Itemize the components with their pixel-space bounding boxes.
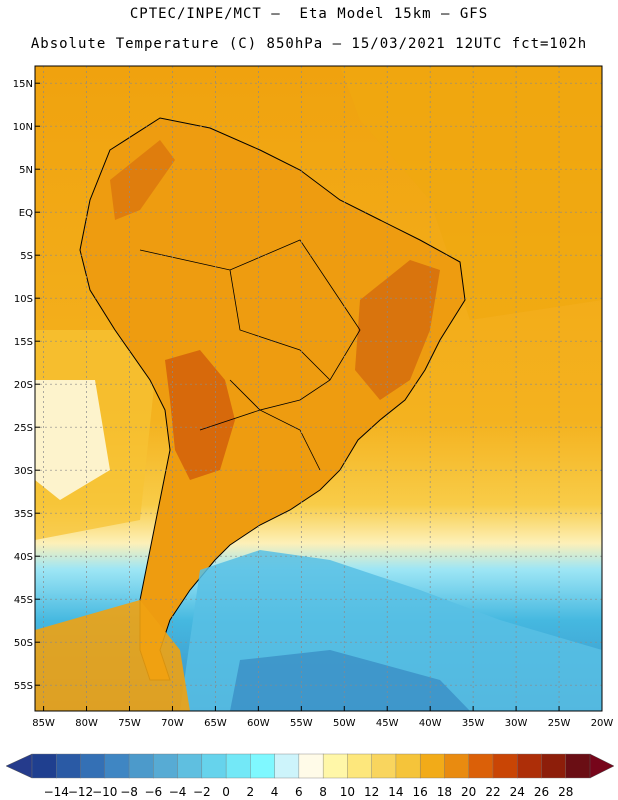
lon-tick-label: 25W [548, 718, 571, 729]
lat-tick-label: 15N [13, 79, 33, 90]
colorbar-swatch [541, 753, 567, 779]
colorbar-swatch [177, 753, 203, 779]
colorbar-swatch [104, 753, 130, 779]
country-borders [139, 239, 361, 471]
colorbar-swatch [153, 753, 179, 779]
colorbar-label: 14 [388, 785, 403, 799]
colorbar-swatch [468, 753, 494, 779]
colorbar-label: 8 [319, 785, 327, 799]
colorbar-label: 0 [222, 785, 230, 799]
colorbar-label: −6 [144, 785, 162, 799]
colorbar-label: −10 [92, 785, 117, 799]
lon-tick-label: 75W [118, 718, 141, 729]
lat-tick-label: 5N [19, 165, 33, 176]
colorbar-swatch [31, 753, 57, 779]
lon-tick-label: 60W [247, 718, 270, 729]
colorbar-swatch [201, 753, 227, 779]
colorbar-label: 6 [295, 785, 303, 799]
colorbar-swatch [128, 753, 154, 779]
lat-tick-label: 35S [14, 509, 33, 520]
plot-frame [34, 65, 603, 712]
colorbar-swatch [444, 753, 470, 779]
colorbar-swatch [80, 753, 106, 779]
colorbar-swatch [250, 753, 276, 779]
lat-tick-label: 45S [14, 595, 33, 606]
lon-tick-label: 80W [75, 718, 98, 729]
chart-title: CPTEC/INPE/MCT — Eta Model 15km — GFS [129, 6, 489, 22]
chart-subtitle: Absolute Temperature (C) 850hPa — 15/03/… [30, 36, 588, 52]
colorbar-label: −12 [68, 785, 93, 799]
colorbar-label: 20 [461, 785, 476, 799]
colorbar-label: 22 [485, 785, 500, 799]
colorbar-label: 16 [413, 785, 428, 799]
warm-core-brazil [355, 260, 440, 400]
warm-core-north [110, 140, 175, 220]
colorbar-label: 28 [558, 785, 573, 799]
colorbar-swatch [565, 753, 591, 779]
colorbar-swatch [322, 753, 348, 779]
lon-tick-label: 50W [333, 718, 356, 729]
lat-tick-label: 25S [14, 423, 33, 434]
colorbar-label: 26 [534, 785, 549, 799]
lon-tick-label: 20W [591, 718, 614, 729]
colorbar-swatch [274, 753, 300, 779]
colorbar-label: 24 [510, 785, 525, 799]
colorbar-label: −2 [193, 785, 211, 799]
colorbar-label: −14 [44, 785, 69, 799]
lat-tick-label: 5S [20, 251, 33, 262]
colorbar-low-arrow [5, 753, 33, 779]
colorbar-label: 2 [247, 785, 255, 799]
colorbar-swatch [298, 753, 324, 779]
cold-core [230, 650, 470, 711]
colorbar-label: −4 [169, 785, 187, 799]
colorbar-swatch [517, 753, 542, 779]
lat-tick-label: 10N [13, 122, 33, 133]
temperature-field [35, 66, 602, 711]
lon-tick-label: 65W [204, 718, 227, 729]
lat-tick-label: 50S [14, 638, 33, 649]
lat-tick-label: 40S [14, 552, 33, 563]
lon-tick-label: 70W [161, 718, 184, 729]
continent-outline [79, 117, 466, 681]
colorbar-swatch [492, 753, 518, 779]
lat-tick-label: EQ [19, 208, 33, 219]
colorbar-swatch [347, 753, 373, 779]
lon-tick-label: 45W [376, 718, 399, 729]
lat-tick-label: 20S [14, 380, 33, 391]
lat-tick-label: 30S [14, 466, 33, 477]
colorbar-label: 12 [364, 785, 379, 799]
colorbar-label: 18 [437, 785, 452, 799]
lon-tick-label: 55W [290, 718, 313, 729]
colorbar-swatch [395, 753, 421, 779]
colorbar-high-arrow [589, 753, 615, 779]
lat-tick-label: 15S [14, 337, 33, 348]
colorbar: −14−12−10 −8 −6 −4 −2 0 2 4 6 8 10 12 14 16 18 20 22 24 26… [5, 753, 615, 799]
colorbar-swatch [371, 753, 397, 779]
lon-tick-label: 40W [419, 718, 442, 729]
colorbar-swatch [419, 753, 445, 779]
lat-tick-label: 55S [14, 681, 33, 692]
gridlines [35, 66, 603, 711]
longitude-labels: 85W 80W 75W 70W 65W 60W 55W 50W 45W 40W 35W 30W 25W 2… [32, 718, 613, 729]
lon-tick-label: 30W [505, 718, 528, 729]
colorbar-label: 10 [340, 785, 355, 799]
atlantic-warm-band [340, 66, 602, 320]
warm-core-chaco [165, 350, 235, 480]
lat-tick-label: 10S [14, 294, 33, 305]
lon-tick-label: 85W [32, 718, 55, 729]
lon-tick-label: 35W [462, 718, 485, 729]
colorbar-swatch [56, 753, 82, 779]
latitude-labels: 15N 10N 5N EQ 5S 10S 15S 20S 25S 30S 35S 40S 45S 50S 5… [13, 79, 33, 692]
southern-pacific-warm [35, 600, 190, 711]
colorbar-label: 4 [271, 785, 279, 799]
colorbar-label: −8 [120, 785, 138, 799]
colorbar-swatch [225, 753, 251, 779]
